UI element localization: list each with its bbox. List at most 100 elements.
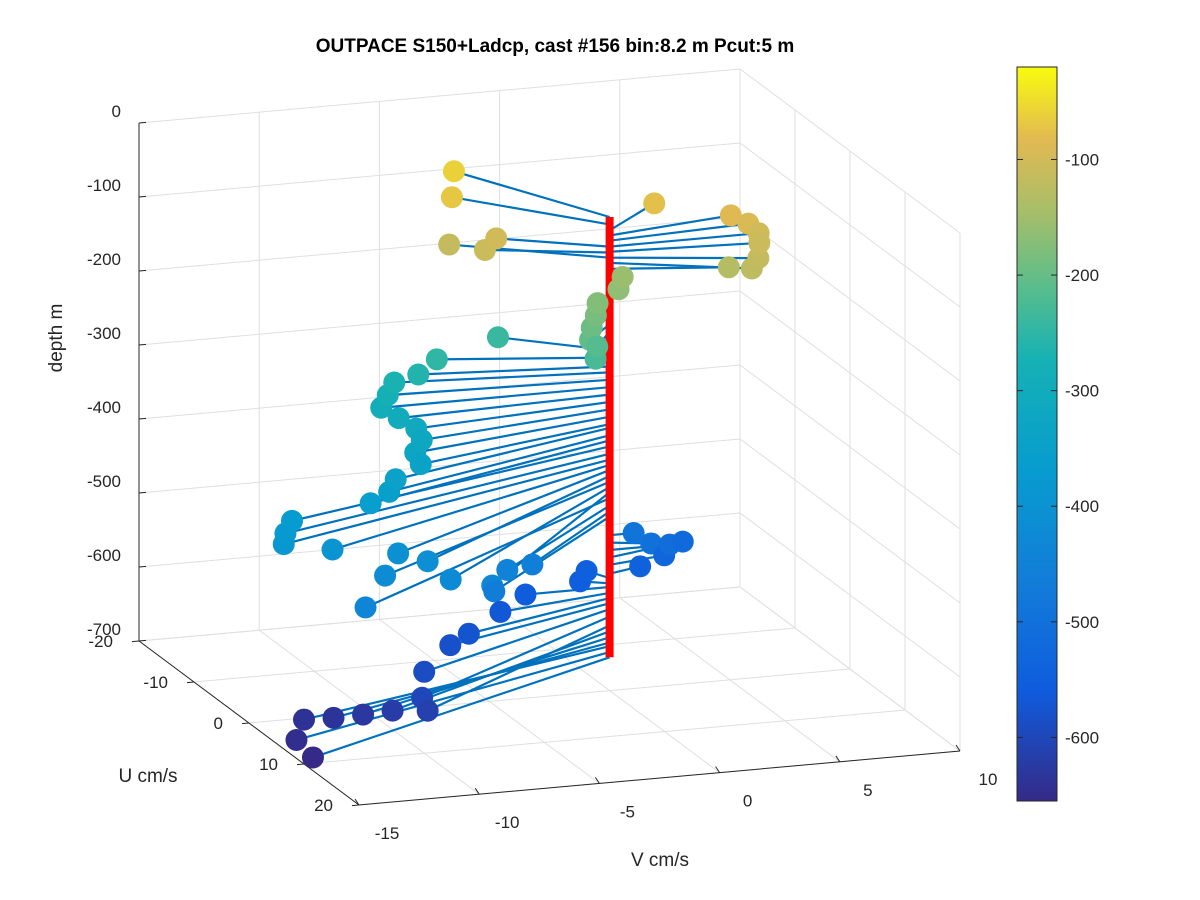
data-point <box>586 336 608 358</box>
data-point <box>281 510 303 532</box>
velocity-stem <box>437 358 610 360</box>
data-point <box>576 560 598 582</box>
velocity-stem <box>496 238 609 246</box>
data-point <box>485 227 507 249</box>
z-tick-label: -100 <box>87 176 121 195</box>
z-tick <box>139 196 146 197</box>
data-point <box>382 700 404 722</box>
data-point <box>417 700 439 722</box>
data-layer <box>273 160 771 768</box>
data-point <box>629 555 651 577</box>
v-tick-label: 10 <box>979 770 998 789</box>
colorbar-tick-label: -600 <box>1065 728 1099 747</box>
grid-line-backwall-z <box>139 69 740 123</box>
data-point <box>587 292 609 314</box>
data-point <box>410 453 432 475</box>
data-point <box>302 746 324 768</box>
u-tick <box>132 641 139 642</box>
z-tick-label: 0 <box>112 102 121 121</box>
data-point <box>521 553 543 575</box>
data-point <box>489 601 511 623</box>
data-point <box>323 707 345 729</box>
chart-title-group: OUTPACE S150+Ladcp, cast #156 bin:8.2 m … <box>316 36 795 57</box>
data-point <box>374 565 396 587</box>
v-tick-label: -15 <box>375 824 400 843</box>
z-tick <box>139 640 146 641</box>
v-tick-label: -10 <box>495 813 520 832</box>
data-point <box>355 596 377 618</box>
colorbar-tick-label: -100 <box>1065 150 1099 169</box>
colorbar-tick-label: -500 <box>1065 613 1099 632</box>
data-point <box>293 709 315 731</box>
u-tick-label: 10 <box>259 755 278 774</box>
colorbar-tick-label: -300 <box>1065 382 1099 401</box>
z-axis-label: depth m <box>46 304 67 373</box>
x-axis-label: V cm/s <box>631 850 689 871</box>
data-point <box>285 729 307 751</box>
colorbar-tick-label: -200 <box>1065 266 1099 285</box>
z-tick-label: -200 <box>87 250 121 269</box>
z-tick <box>139 270 146 271</box>
data-point <box>407 363 429 385</box>
data-point <box>352 704 374 726</box>
data-point <box>612 266 634 288</box>
u-tick-label: -10 <box>143 673 168 692</box>
data-point <box>440 568 462 590</box>
data-point <box>643 192 665 214</box>
data-point <box>718 256 740 278</box>
z-tick-label: -300 <box>87 324 121 343</box>
velocity-stem <box>532 512 609 565</box>
y-axis-label: U cm/s <box>118 766 177 787</box>
colorbar-bar <box>1017 67 1057 801</box>
grid-line-backwall-z <box>139 143 740 197</box>
u-tick-label: 20 <box>314 796 333 815</box>
colorbar-tick-label: -400 <box>1065 497 1099 516</box>
z-tick-label: -500 <box>87 472 121 491</box>
data-point <box>441 186 463 208</box>
u-tick-label: -20 <box>88 632 113 651</box>
data-point <box>426 348 448 370</box>
data-point <box>487 326 509 348</box>
u-tick <box>242 723 249 724</box>
data-point <box>360 492 382 514</box>
data-point <box>439 634 461 656</box>
data-point <box>458 623 480 645</box>
data-point <box>672 531 694 553</box>
v-tick-label: 5 <box>863 781 872 800</box>
data-point <box>322 539 344 561</box>
data-point <box>413 661 435 683</box>
u-tick <box>297 764 304 765</box>
z-tick <box>139 492 146 493</box>
data-point <box>385 468 407 490</box>
z-tick <box>139 344 146 345</box>
data-point <box>411 429 433 451</box>
z-tick <box>139 122 146 123</box>
data-point <box>383 372 405 394</box>
z-tick <box>139 418 146 419</box>
grid-line-backwall-z <box>139 587 740 641</box>
velocity-stem <box>428 476 610 561</box>
data-point <box>748 232 770 254</box>
v-tick-label: -5 <box>620 802 635 821</box>
data-point <box>443 160 465 182</box>
data-point <box>514 584 536 606</box>
data-point <box>387 542 409 564</box>
velocity-stem <box>296 652 609 740</box>
grid-line-backwall-z <box>139 291 740 345</box>
velocity-stem <box>421 424 610 464</box>
data-point <box>438 234 460 256</box>
u-tick <box>187 682 194 683</box>
z-tick-label: -400 <box>87 398 121 417</box>
figure-canvas: OUTPACE S150+Ladcp, cast #156 bin:8.2 m … <box>0 0 1200 900</box>
u-tick-label: 0 <box>214 714 223 733</box>
data-point <box>483 580 505 602</box>
u-tick <box>352 805 359 806</box>
data-point <box>496 559 518 581</box>
velocity-stem <box>525 587 609 595</box>
z-tick-label: -600 <box>87 546 121 565</box>
colorbar: -100 -200 -300 -400 -500 -600 <box>1017 67 1099 801</box>
z-tick <box>139 566 146 567</box>
v-tick-label: 0 <box>743 792 752 811</box>
data-point <box>417 550 439 572</box>
chart-title: OUTPACE S150+Ladcp, cast #156 bin:8.2 m … <box>316 36 795 57</box>
